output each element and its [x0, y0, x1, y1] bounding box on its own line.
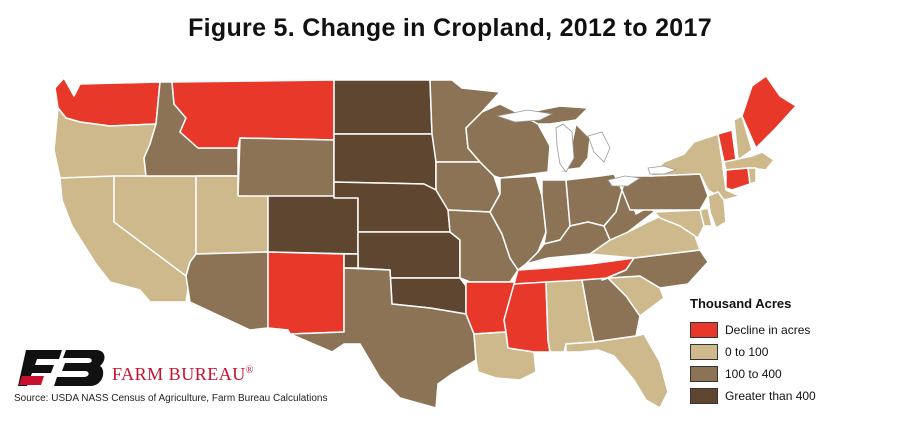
farm-bureau-logo [18, 350, 105, 386]
state-ms [503, 281, 551, 353]
state-ri [747, 167, 757, 185]
legend-label: 100 to 400 [725, 367, 782, 381]
state-ct [725, 167, 751, 191]
state-co [267, 195, 359, 255]
source-note: Source: USDA NASS Census of Agriculture,… [14, 393, 328, 404]
legend-item-low: 0 to 100 [690, 341, 816, 363]
state-il [489, 175, 547, 271]
legend-title: Thousand Acres [690, 296, 792, 311]
legend-item-decline: Decline in acres [690, 319, 816, 341]
state-ny [649, 133, 741, 201]
great-lakes [495, 109, 678, 187]
legend-label: Decline in acres [725, 323, 811, 337]
state-nd [333, 79, 433, 135]
state-md [653, 209, 705, 239]
state-nm [267, 251, 345, 335]
state-nj [707, 191, 727, 229]
brand-name: FARM BUREAU® [112, 364, 254, 385]
state-wy [237, 137, 335, 199]
page-title: Figure 5. Change in Cropland, 2012 to 20… [188, 14, 712, 42]
state-nh [733, 115, 753, 161]
registered-mark: ® [245, 365, 254, 376]
legend-item-mid: 100 to 400 [690, 363, 816, 385]
state-az [185, 251, 269, 331]
state-pa [621, 173, 709, 211]
state-fl [565, 333, 669, 409]
state-ky [525, 221, 611, 265]
legend-swatch [690, 322, 718, 338]
legend-swatch [690, 344, 718, 360]
legend: Thousand Acres Decline in acres 0 to 100… [690, 296, 816, 407]
legend-label: 0 to 100 [725, 345, 769, 359]
legend-swatch [690, 388, 718, 404]
brand-name-text: FARM BUREAU [112, 364, 246, 384]
legend-swatch [690, 366, 718, 382]
legend-item-high: Greater than 400 [690, 385, 816, 407]
legend-label: Greater than 400 [725, 389, 816, 403]
state-tx [289, 267, 477, 409]
state-me [741, 75, 797, 149]
